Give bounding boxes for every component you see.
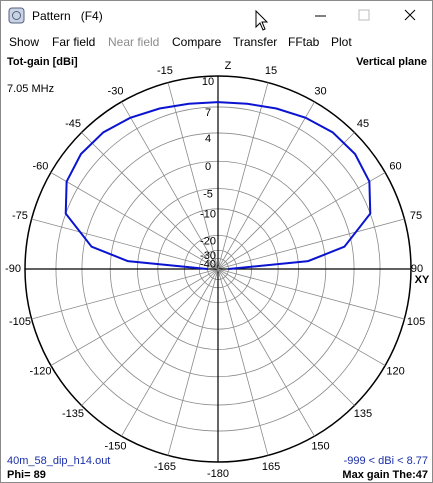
angle-label: -30 xyxy=(108,85,124,97)
angle-label: 120 xyxy=(386,365,404,377)
grid-spoke xyxy=(217,82,269,270)
window-title: Pattern (F4) xyxy=(32,9,103,23)
angle-label: 30 xyxy=(314,85,326,97)
grid-spoke xyxy=(217,218,405,270)
angle-label: 165 xyxy=(262,461,280,473)
radial-tick-label: 4 xyxy=(205,133,211,145)
grid-spoke xyxy=(217,268,315,437)
grid-spoke xyxy=(81,132,219,270)
range-label: -999 < dBi < 8.77 xyxy=(344,455,428,467)
grid-spoke xyxy=(167,268,219,456)
menu-item[interactable]: Far field xyxy=(52,35,96,49)
angle-label: 135 xyxy=(354,408,372,420)
angle-label: -135 xyxy=(62,408,84,420)
angle-label: 75 xyxy=(410,210,422,222)
pattern-curve xyxy=(64,101,372,270)
angle-label: 90 xyxy=(411,263,423,275)
grid-spoke xyxy=(50,268,219,366)
cursor xyxy=(255,9,269,31)
grid-spoke xyxy=(167,82,219,270)
angle-label: 15 xyxy=(265,65,277,77)
frequency-label: 7.05 MHz xyxy=(7,83,54,95)
angle-label: -120 xyxy=(29,365,51,377)
radial-tick-label: -5 xyxy=(203,188,213,200)
grid-spoke xyxy=(217,101,315,270)
angle-label: -165 xyxy=(154,461,176,473)
radial-tick-label: -10 xyxy=(200,209,216,221)
angle-label: -150 xyxy=(104,440,126,452)
menu-item[interactable]: Compare xyxy=(172,35,222,49)
angle-label: -15 xyxy=(157,65,173,77)
radial-tick-label: 10 xyxy=(202,76,214,88)
grid-spoke xyxy=(217,268,405,320)
angle-label: -180 xyxy=(207,468,229,480)
radial-tick-label: 7 xyxy=(205,107,211,119)
x-axis-label: XY xyxy=(415,274,430,286)
menu-item: Near field xyxy=(108,35,160,49)
grid-spoke xyxy=(217,268,355,406)
angle-label: 45 xyxy=(357,118,369,130)
grid-spoke xyxy=(31,268,219,320)
radial-tick-label: -30 xyxy=(200,250,216,262)
grid-spoke xyxy=(217,268,386,366)
angle-label: -105 xyxy=(9,316,31,328)
angle-label: -60 xyxy=(33,160,49,172)
angle-label: 105 xyxy=(407,316,425,328)
title-icons xyxy=(8,7,416,31)
app-icon-glyph xyxy=(12,11,21,20)
chart-title: Tot-gain [dBi] xyxy=(7,56,78,68)
plane-label: Vertical plane xyxy=(356,56,427,68)
grid-spoke xyxy=(81,268,219,406)
grid-spoke xyxy=(121,268,219,437)
title-bar: Pattern (F4) xyxy=(1,1,432,31)
angle-label: -75 xyxy=(12,210,28,222)
grid-spoke xyxy=(217,268,269,456)
grid-spoke xyxy=(217,132,355,270)
file-label: 40m_58_dip_h14.out xyxy=(7,455,110,467)
max-gain-label: Max gain The:47 xyxy=(342,469,428,481)
grid-spoke xyxy=(31,218,219,270)
grid-spoke xyxy=(50,172,219,270)
grid-spoke xyxy=(217,172,386,270)
app-icon xyxy=(8,7,25,24)
menu-item[interactable]: FFtab xyxy=(288,35,320,49)
angle-label: -45 xyxy=(65,118,81,130)
menu-item[interactable]: Transfer xyxy=(233,35,278,49)
menu-item[interactable]: Plot xyxy=(331,35,352,49)
angle-label: -90 xyxy=(5,263,21,275)
radial-tick-label: 0 xyxy=(205,161,211,173)
polar-chart: -180-165-150-135-120-105-90-75-60-45-30-… xyxy=(5,56,430,481)
angle-label: 150 xyxy=(311,440,329,452)
angle-label: 60 xyxy=(389,160,401,172)
maximize-button[interactable] xyxy=(358,9,370,21)
menu-item[interactable]: Show xyxy=(9,35,40,49)
phi-label: Phi= 89 xyxy=(7,469,46,481)
radial-tick-label: -40 xyxy=(200,258,216,270)
angle-label: Z xyxy=(225,60,232,72)
radial-tick-label: -20 xyxy=(200,235,216,247)
close-button[interactable] xyxy=(404,9,416,21)
menu-bar: Show Far field Near field Compare Transfer FF… xyxy=(1,31,432,53)
grid-spoke xyxy=(121,101,219,270)
